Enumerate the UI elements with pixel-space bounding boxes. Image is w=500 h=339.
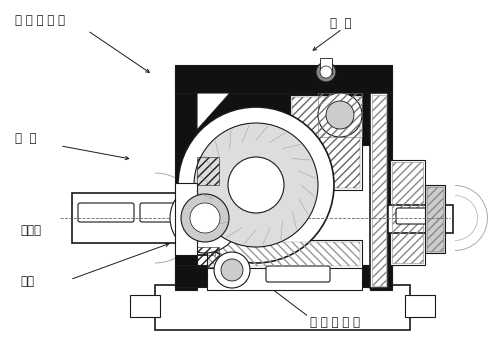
Bar [292,97,360,188]
Bar [195,183,213,255]
Bar [197,247,219,267]
Bar [370,93,388,288]
Text: 输入轴
（或电机轴）: 输入轴 （或电机轴） [365,179,407,207]
FancyBboxPatch shape [396,208,440,224]
Bar [290,95,362,190]
Circle shape [214,252,250,288]
Bar [318,93,362,137]
Bar [209,242,360,266]
Bar [197,183,215,255]
Bar [425,185,445,253]
FancyBboxPatch shape [266,266,330,282]
Bar [388,205,453,233]
Text: 一级大齿轮: 一级大齿轮 [350,129,385,142]
Text: 二 级 齿 轮 轴: 二 级 齿 轮 轴 [15,14,65,27]
Text: 油封: 油封 [20,275,34,288]
Bar [175,65,392,93]
Text: 二 级 大 齿 轮: 二 级 大 齿 轮 [310,316,360,328]
Circle shape [170,183,240,253]
Bar [207,240,362,268]
FancyBboxPatch shape [140,203,196,222]
Bar [197,157,219,185]
FancyBboxPatch shape [78,203,134,222]
Circle shape [316,62,336,82]
Polygon shape [197,93,370,145]
Bar [130,295,160,317]
Bar [175,70,197,290]
Circle shape [221,259,243,281]
Bar [155,285,410,330]
Text: 输出轴: 输出轴 [20,224,41,237]
Bar [405,295,435,317]
Bar [372,95,386,286]
Circle shape [190,203,220,233]
Bar [370,70,392,290]
Bar [80,205,132,220]
Bar [207,265,362,290]
Circle shape [178,107,334,263]
Bar [72,193,202,243]
Text: 轴  承: 轴 承 [15,133,36,145]
Text: 机  座: 机 座 [330,17,351,30]
Bar [392,162,423,263]
Circle shape [181,194,229,242]
Bar [197,93,370,265]
Polygon shape [197,93,230,130]
Bar [175,265,392,287]
Text: 一 级 小 齿 轮: 一 级 小 齿 轮 [315,265,365,278]
Circle shape [228,157,284,213]
Circle shape [318,93,362,137]
Circle shape [194,123,318,247]
Bar [175,183,197,255]
Circle shape [320,66,332,78]
Bar [427,187,443,251]
Bar [320,58,332,74]
Circle shape [326,101,354,129]
Bar [390,160,425,265]
